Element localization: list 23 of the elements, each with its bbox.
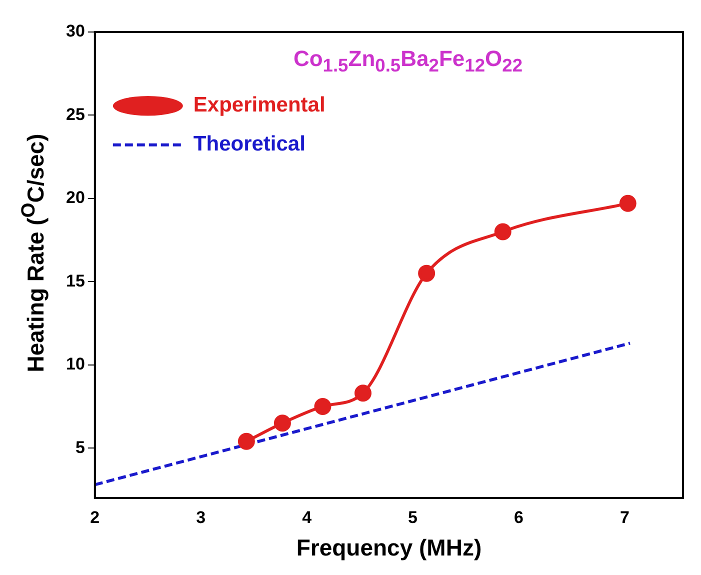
point bbox=[274, 414, 291, 432]
y-tick-label: 20 bbox=[66, 188, 85, 208]
x-axis-title: Frequency (MHz) bbox=[296, 534, 482, 561]
point bbox=[619, 194, 636, 212]
point bbox=[354, 384, 372, 402]
x-tick-label: 5 bbox=[408, 508, 418, 527]
text: Co$_{1.5}$Zn$_{0.5}$Ba$_{2}$Fe$_{12}$O$_{22}$ bbox=[293, 46, 523, 76]
x-tick-label: 2 bbox=[90, 508, 100, 527]
legend-label: Theoretical bbox=[193, 132, 306, 156]
x-tick-label: 3 bbox=[196, 508, 206, 527]
x-tick-label: 7 bbox=[620, 508, 630, 527]
x-tick-label: 6 bbox=[514, 508, 524, 527]
point bbox=[494, 223, 512, 240]
y-tick-label: 10 bbox=[66, 354, 85, 374]
x-tick-label: 4 bbox=[302, 508, 312, 527]
y-tick-label: 25 bbox=[66, 104, 85, 124]
legend-label: Experimental bbox=[193, 94, 326, 117]
point bbox=[418, 264, 436, 282]
y-tick-label: 30 bbox=[66, 22, 85, 41]
y-tick-label: 5 bbox=[75, 438, 85, 457]
point bbox=[314, 398, 332, 415]
y-tick-label: 15 bbox=[66, 271, 85, 290]
point bbox=[238, 432, 255, 450]
